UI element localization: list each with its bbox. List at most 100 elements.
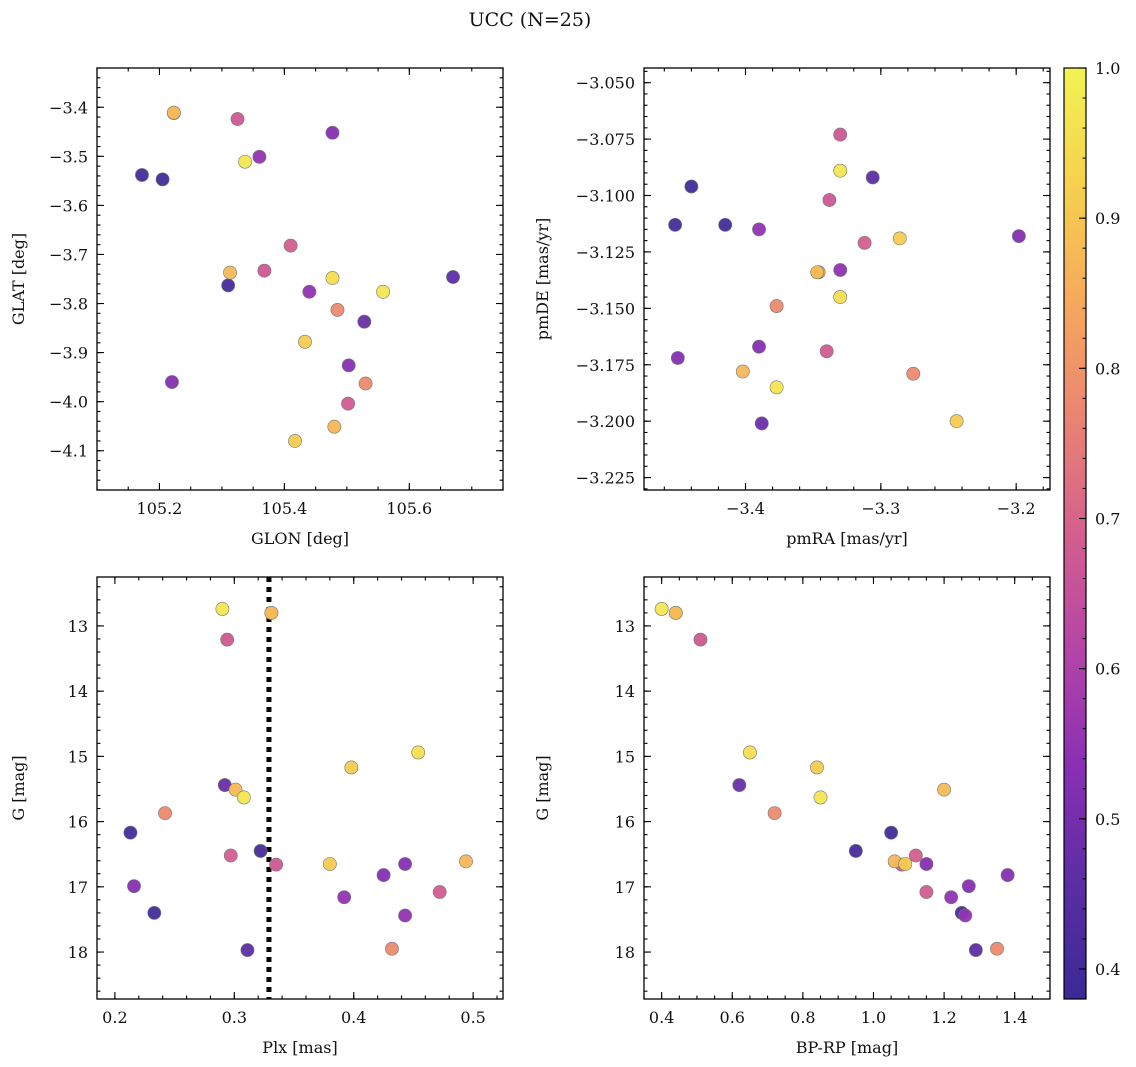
y-axis-label: GLAT [deg] <box>9 233 28 325</box>
y-tick-label: −3.4 <box>49 98 88 117</box>
colorbar-tick-label: 0.5 <box>1095 810 1120 829</box>
panel-bprp-g: 0.4 0.6 0.8 1.0 1.2 1.4 13 14 15 16 17 18 BP-RP [mag… <box>533 576 1051 1057</box>
y-tick-label: −3.6 <box>49 196 88 215</box>
scatter-point <box>949 414 964 429</box>
scatter-point <box>376 868 391 882</box>
scatter-point <box>398 908 412 923</box>
y-tick-label: −3.100 <box>576 187 635 206</box>
scatter-point <box>833 163 848 178</box>
y-tick-label: 13 <box>615 617 635 636</box>
scatter-point <box>223 848 238 863</box>
scatter-points <box>654 602 1015 957</box>
scatter-point <box>670 351 685 365</box>
y-tick-label: −3.075 <box>576 130 635 149</box>
x-tick-label: 0.5 <box>460 1008 485 1027</box>
scatter-point <box>344 760 359 775</box>
scatter-point <box>819 344 834 359</box>
scatter-point <box>155 172 170 187</box>
x-tick-label: 0.2 <box>102 1008 127 1027</box>
y-tick-label: 18 <box>615 943 635 962</box>
y-tick-label: −3.175 <box>576 356 635 375</box>
scatter-point <box>165 375 179 389</box>
x-tick-label: 1.0 <box>861 1008 886 1027</box>
colorbar-tick-label: 1.0 <box>1095 59 1120 78</box>
x-tick-label: 0.4 <box>649 1008 674 1027</box>
scatter-point <box>769 380 784 395</box>
y-tick-label: −4.1 <box>49 442 88 461</box>
scatter-point <box>752 222 766 237</box>
scatter-point <box>668 217 683 232</box>
scatter-point <box>752 339 766 354</box>
scatter-point <box>220 632 235 647</box>
scatter-point <box>230 112 245 126</box>
scatter-point <box>857 235 872 250</box>
colorbar: 0.4 0.5 0.6 0.7 0.8 0.9 1.0 <box>1063 59 1120 1000</box>
scatter-point <box>223 265 237 280</box>
y-tick-label: −4.0 <box>49 393 88 412</box>
x-axis-label: Plx [mas] <box>262 1038 337 1057</box>
colorbar-tick-label: 0.7 <box>1095 509 1120 528</box>
scatter-point <box>908 848 923 863</box>
scatter-point <box>432 885 447 899</box>
scatter-point <box>810 760 824 775</box>
y-tick-label: −3.125 <box>576 243 635 262</box>
scatter-point <box>411 745 426 760</box>
y-tick-label: 16 <box>615 813 635 832</box>
x-tick-label: 105.2 <box>137 499 183 518</box>
colorbar-tick-label: 0.6 <box>1095 660 1120 679</box>
colorbar-ticks: 0.4 0.5 0.6 0.7 0.8 0.9 1.0 <box>1079 59 1120 1000</box>
y-tick-label: −3.5 <box>49 147 88 166</box>
scatter-point <box>341 396 355 411</box>
x-tick-label: 0.4 <box>341 1008 366 1027</box>
scatter-point <box>769 299 784 313</box>
x-tick-label: 105.4 <box>261 499 307 518</box>
scatter-point <box>135 168 149 182</box>
panel-glon-glat: 105.2 105.4 105.6 −4.1 −4.0 −3.9 −3.8 −3.7 −3.6 −… <box>9 67 504 548</box>
scatter-point <box>269 857 284 872</box>
y-tick-label: 16 <box>68 813 88 832</box>
scatter-point <box>693 632 708 647</box>
scatter-point <box>990 941 1004 956</box>
axes-frame <box>643 67 1051 491</box>
axes-frame <box>96 576 504 1000</box>
y-axis-label: pmDE [mas/yr] <box>533 218 552 341</box>
scatter-point <box>288 434 302 448</box>
tick-marks <box>96 67 504 491</box>
scatter-point <box>221 278 236 293</box>
panel-pmra-pmde: −3.4 −3.3 −3.2 −3.225 −3.200 −3.175 −3.150 −3.1… <box>533 67 1051 548</box>
y-axis-label: G [mag] <box>9 755 28 820</box>
x-tick-label: −3.2 <box>997 499 1036 518</box>
scatter-point <box>718 217 733 232</box>
scatter-point <box>215 602 230 616</box>
scatter-point <box>341 358 356 373</box>
scatter-point <box>376 284 390 299</box>
scatter-point <box>654 602 669 616</box>
y-tick-label: −3.050 <box>576 74 635 93</box>
scatter-point <box>166 105 181 120</box>
figure-title: UCC (N=25) <box>469 9 592 31</box>
scatter-point <box>833 290 848 304</box>
scatter-point <box>767 806 782 821</box>
y-tick-label: −3.200 <box>576 412 635 431</box>
scatter-point <box>127 879 141 894</box>
scatter-point <box>735 364 750 379</box>
scatter-point <box>944 890 959 905</box>
scatter-point <box>398 857 412 871</box>
tick-marks <box>644 68 1050 490</box>
scatter-point <box>684 179 699 194</box>
scatter-point <box>253 844 268 858</box>
x-tick-label: 1.2 <box>931 1008 956 1027</box>
scatter-point <box>754 416 769 431</box>
y-tick-label: 13 <box>68 617 88 636</box>
scatter-point <box>459 854 473 869</box>
scatter-point <box>892 231 907 246</box>
y-tick-label: 17 <box>68 878 88 897</box>
scatter-point <box>813 790 828 805</box>
scatter-point <box>732 778 747 792</box>
x-tick-label: −3.4 <box>726 499 765 518</box>
y-tick-label: −3.7 <box>49 245 88 264</box>
scatter-point <box>298 334 312 349</box>
colorbar-tick-label: 0.4 <box>1095 960 1120 979</box>
scatter-point <box>865 170 880 185</box>
